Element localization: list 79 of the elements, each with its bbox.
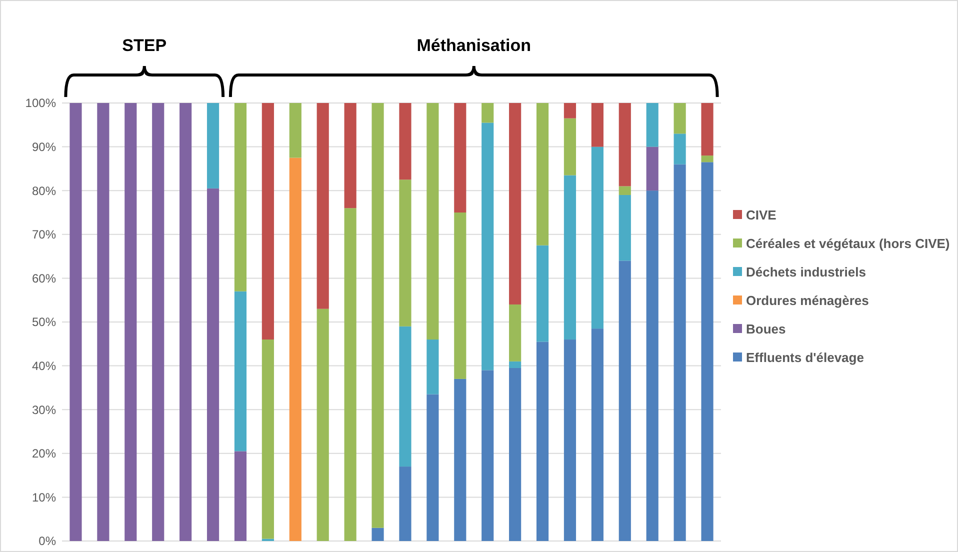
y-tick-label: 80% [32, 184, 56, 198]
bar [70, 103, 82, 541]
bar [372, 103, 384, 528]
bar [591, 103, 604, 147]
bar [509, 304, 522, 362]
y-tick-label: 30% [32, 402, 56, 417]
y-tick-label: 0% [38, 534, 56, 548]
text: Méthanisation [416, 36, 532, 55]
bar [454, 212, 466, 379]
y-tick-label: 90% [32, 140, 56, 154]
bar [509, 361, 522, 368]
bar [206, 103, 220, 188]
bar [454, 103, 466, 212]
bar [316, 103, 329, 309]
bar [289, 103, 302, 158]
y-tick-label: 70% [32, 228, 56, 242]
bar [399, 466, 412, 541]
y-tick-label: 50% [32, 315, 56, 330]
bar [399, 180, 412, 326]
bar [482, 370, 494, 541]
bar [344, 208, 356, 541]
bar [701, 156, 714, 162]
bar [509, 368, 522, 541]
bar [564, 118, 576, 176]
legend-label: Déchets industriels [746, 264, 866, 280]
bar [701, 103, 714, 156]
bar [536, 342, 549, 541]
legend-label: Céréales et végétaux (hors CIVE) [746, 236, 950, 252]
bar [564, 175, 576, 340]
legend-label: Boues [746, 322, 786, 337]
bar [701, 162, 714, 541]
bar [454, 378, 466, 541]
bar [564, 103, 576, 118]
legend-label: Ordures ménagères [746, 293, 869, 308]
bar [399, 103, 412, 180]
bar [262, 103, 274, 340]
bar [152, 103, 164, 541]
bar [97, 103, 110, 541]
bar [482, 103, 494, 123]
bar [591, 328, 604, 541]
text: STEP [122, 36, 167, 55]
bar [646, 146, 658, 191]
bar [536, 245, 549, 342]
bar [536, 103, 549, 246]
y-tick-label: 100% [25, 96, 56, 110]
bar [372, 528, 384, 541]
bar [180, 103, 192, 541]
bar [206, 188, 220, 541]
bar [591, 146, 604, 329]
bar [618, 103, 631, 186]
bar [344, 103, 356, 208]
bar [509, 103, 522, 304]
y-tick-label: 60% [32, 271, 56, 286]
bar [674, 103, 686, 134]
y-tick-label: 10% [32, 490, 56, 504]
y-tick-label: 20% [32, 446, 56, 461]
y-tick-label: 40% [32, 359, 56, 373]
bar [618, 186, 631, 195]
bar [426, 340, 439, 394]
bar [482, 122, 494, 370]
bar [399, 326, 412, 467]
bar [289, 158, 302, 541]
bar [564, 340, 576, 541]
bar [124, 103, 137, 541]
bar [262, 340, 274, 539]
bar [618, 194, 631, 261]
bar [646, 103, 658, 147]
bar [316, 308, 329, 541]
bar [234, 451, 247, 541]
bar [426, 103, 439, 340]
legend-label: CIVE [746, 208, 777, 223]
bar [234, 291, 247, 452]
bar [618, 260, 631, 541]
bar [674, 164, 686, 541]
bar [646, 190, 658, 541]
legend-label: Effluents d'élevage [746, 350, 864, 366]
bar [234, 103, 247, 292]
bar [426, 394, 439, 541]
bar [674, 134, 686, 164]
